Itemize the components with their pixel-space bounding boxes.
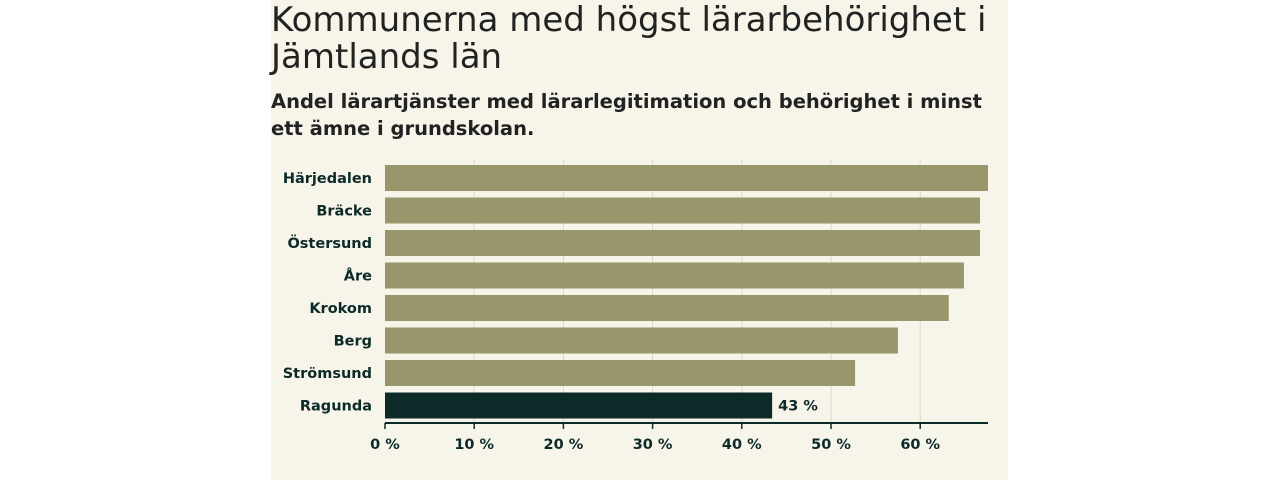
x-tick-label: 40 %	[722, 437, 762, 453]
bar	[385, 262, 964, 289]
x-tick-label: 0 %	[370, 437, 400, 453]
x-tick-label: 30 %	[633, 437, 673, 453]
category-label: Strömsund	[283, 366, 372, 382]
bar	[385, 295, 949, 321]
category-label: Ragunda	[300, 399, 372, 415]
x-tick-label: 60 %	[900, 437, 940, 453]
chart-subtitle: Andel lärartjänster med lärarlegitimatio…	[271, 90, 982, 140]
data-label: 43 %	[778, 399, 818, 415]
bar	[385, 360, 856, 386]
category-label: Östersund	[287, 234, 372, 252]
bar	[385, 197, 980, 224]
x-tick-label: 10 %	[454, 437, 494, 453]
bar-chart: Härjedalen Bräcke Östersund Åre Krokom Berg St…	[283, 160, 988, 453]
category-label: Härjedalen	[283, 171, 372, 187]
chart-card: Kommunerna med högst lärarbehörighet i J…	[271, 0, 1008, 480]
bar	[385, 165, 988, 191]
x-tick-label: 50 %	[811, 437, 851, 453]
category-label: Bräcke	[316, 204, 372, 220]
category-label: Krokom	[309, 301, 372, 317]
bar	[385, 327, 898, 354]
bar	[385, 230, 980, 256]
x-tick-label: 20 %	[544, 437, 584, 453]
chart-title: Kommunerna med högst lärarbehörighet i J…	[271, 0, 987, 77]
category-label: Berg	[334, 334, 372, 350]
bar	[385, 392, 773, 419]
category-label: Åre	[344, 268, 372, 285]
